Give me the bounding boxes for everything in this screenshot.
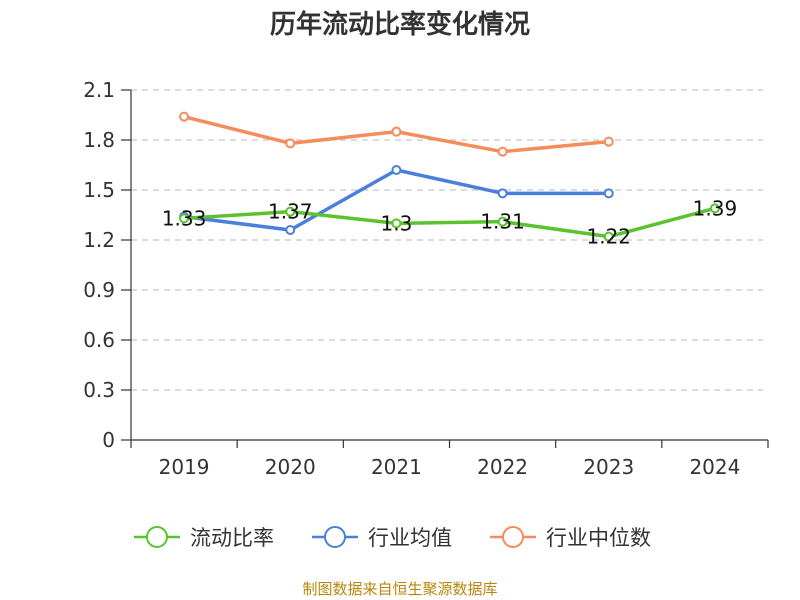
series-point <box>179 213 190 224</box>
series-point <box>179 111 190 122</box>
data-label: 1.3 <box>381 211 413 235</box>
series-point <box>285 225 296 235</box>
series-line-0 <box>183 206 716 239</box>
legend-label: 行业中位数 <box>546 526 651 550</box>
x-tick-label: 2019 <box>159 455 210 479</box>
y-tick-label: 1.8 <box>83 128 115 152</box>
series-point <box>497 146 508 157</box>
x-tick-label: 2023 <box>583 455 634 479</box>
legend-item[interactable]: 行业中位数 <box>490 526 651 550</box>
chart-title: 历年流动比率变化情况 <box>269 10 530 40</box>
y-tick-label: 1.5 <box>83 178 115 202</box>
legend-item[interactable]: 流动比率 <box>134 526 274 550</box>
series-point <box>285 138 296 149</box>
grid-lines <box>131 89 763 391</box>
series-point <box>603 231 614 242</box>
data-label: 1.39 <box>693 196 738 220</box>
x-tick-label: 2022 <box>477 455 528 479</box>
legend-item[interactable]: 行业均值 <box>312 526 452 550</box>
axes: 0 0.3 0.6 0.9 1.2 1.5 1.8 2.1 2019 2020 2021 2022 20… <box>83 78 769 479</box>
x-tick-label: 2024 <box>689 455 740 479</box>
legend-marker-icon <box>502 526 524 548</box>
series-point <box>285 206 296 217</box>
data-labels: 1.33 1.37 1.3 1.31 1.22 1.39 <box>162 196 737 248</box>
series-point <box>603 188 614 199</box>
x-tick-label: 2020 <box>265 455 316 479</box>
series-point <box>391 218 402 229</box>
series-point <box>603 136 614 147</box>
y-tick-label: 0.6 <box>83 328 115 352</box>
data-label: 1.33 <box>162 206 207 230</box>
legend-label: 流动比率 <box>190 526 274 550</box>
series-point <box>497 188 508 199</box>
x-tick-label: 2021 <box>371 455 422 479</box>
y-tick-label: 0 <box>102 428 115 452</box>
source-note: 制图数据来自恒生聚源数据库 <box>302 580 498 598</box>
y-tick-label: 0.3 <box>83 378 115 402</box>
y-tick-label: 0.9 <box>83 278 115 302</box>
legend-label: 行业均值 <box>368 526 452 550</box>
y-tick-label: 1.2 <box>83 228 115 252</box>
data-label: 1.31 <box>480 210 525 234</box>
legend-marker-icon <box>146 526 168 548</box>
series-point <box>391 165 402 175</box>
series-lines <box>179 111 720 242</box>
legend-marker-icon <box>324 526 346 548</box>
series-point <box>497 216 508 227</box>
legend: 流动比率 行业均值 行业中位数 <box>134 526 651 550</box>
data-label: 1.37 <box>268 200 313 224</box>
series-point <box>709 203 720 214</box>
y-tick-label: 2.1 <box>83 78 115 102</box>
data-label: 1.22 <box>586 225 631 249</box>
series-point <box>391 126 402 137</box>
